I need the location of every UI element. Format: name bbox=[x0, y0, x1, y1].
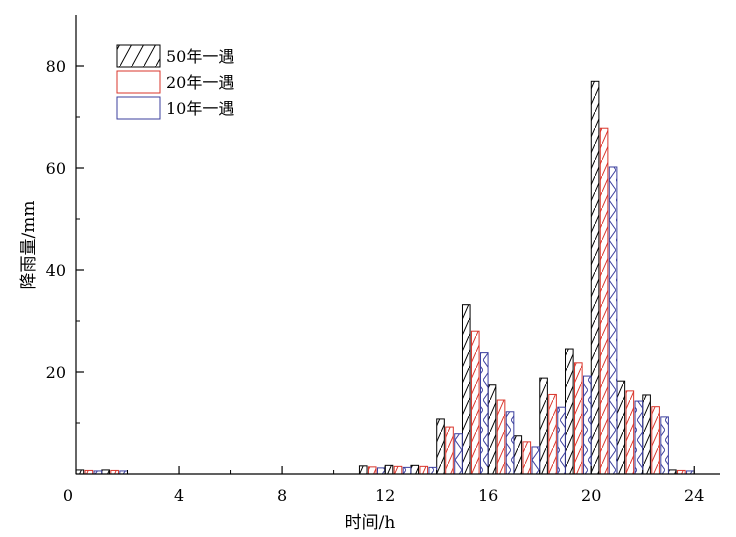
bar-s2-h18 bbox=[531, 446, 541, 475]
y-axis-label: 降雨量/mm bbox=[19, 201, 39, 290]
bar-s0-h2 bbox=[101, 469, 110, 475]
bar-s2-h19 bbox=[557, 406, 566, 475]
bar-s1-h17 bbox=[496, 399, 506, 475]
bar-s0-h18 bbox=[513, 435, 523, 475]
bar-s2-h22 bbox=[634, 400, 644, 475]
bar-s0-h1 bbox=[75, 469, 85, 475]
legend: 50年一遇 20年一遇 10年一遇 bbox=[116, 44, 234, 120]
x-tick-label: 20 bbox=[581, 486, 601, 505]
bar-s2-h15 bbox=[454, 433, 463, 475]
bar-s1-h13 bbox=[393, 465, 403, 475]
bar-s2-h17 bbox=[505, 411, 515, 475]
bar-s1-h15 bbox=[445, 426, 454, 475]
bars-group bbox=[75, 80, 695, 475]
bar-s0-h23 bbox=[642, 394, 651, 475]
bar-s0-h16 bbox=[461, 304, 471, 475]
bar-s2-h13 bbox=[402, 466, 412, 475]
bar-s2-h12 bbox=[376, 467, 386, 475]
x-tick-label: 16 bbox=[478, 486, 498, 505]
bar-s1-h16 bbox=[470, 330, 480, 475]
legend-swatch-s1 bbox=[116, 70, 161, 94]
bar-s1-h20 bbox=[574, 362, 583, 475]
x-tick-label: 4 bbox=[174, 486, 184, 505]
bar-s0-h19 bbox=[539, 377, 548, 475]
bar-s1-h18 bbox=[522, 441, 532, 475]
y-tick-label: 20 bbox=[46, 363, 66, 382]
bar-s2-h16 bbox=[479, 352, 489, 475]
bar-s1-h21 bbox=[599, 127, 609, 475]
y-tick-label: 40 bbox=[46, 261, 66, 280]
bar-s1-h19 bbox=[548, 393, 557, 475]
x-axis-label: 时间/h bbox=[345, 513, 396, 533]
bar-s2-h20 bbox=[583, 375, 592, 475]
bar-s2-h21 bbox=[608, 166, 618, 475]
legend-label-s2: 10年一遇 bbox=[166, 99, 234, 118]
bar-s1-h23 bbox=[651, 406, 660, 475]
x-tick-label: 8 bbox=[277, 486, 287, 505]
legend-label-s0: 50年一遇 bbox=[166, 47, 234, 66]
x-tick-label: 12 bbox=[375, 486, 395, 505]
bar-s0-h21 bbox=[590, 80, 600, 475]
y-tick-label: 80 bbox=[46, 57, 66, 76]
x-tick-label: 24 bbox=[684, 486, 704, 505]
bar-s0-h22 bbox=[616, 380, 626, 475]
bar-s0-h14 bbox=[410, 464, 420, 475]
bar-s0-h12 bbox=[358, 465, 368, 475]
bar-s0-h15 bbox=[436, 418, 445, 475]
bar-s2-h14 bbox=[428, 466, 438, 475]
bar-s1-h22 bbox=[625, 390, 635, 475]
axes-group bbox=[75, 15, 720, 475]
bar-s0-h20 bbox=[565, 348, 574, 475]
legend-swatch-s0 bbox=[116, 44, 161, 68]
bar-s0-h13 bbox=[384, 464, 394, 475]
legend-label-s1: 20年一遇 bbox=[166, 73, 234, 92]
bar-s0-h17 bbox=[487, 384, 497, 475]
legend-swatch-s2 bbox=[116, 96, 161, 120]
tick-labels-group: 0 4 8 12 16 20 24 20 40 60 80 bbox=[46, 57, 705, 505]
bar-s1-h14 bbox=[419, 465, 429, 475]
bar-s1-h12 bbox=[367, 466, 377, 475]
bar-s0-h24 bbox=[668, 469, 677, 475]
bar-s2-h23 bbox=[660, 416, 669, 475]
x-tick-label: 0 bbox=[63, 486, 73, 505]
y-tick-label: 60 bbox=[46, 159, 66, 178]
